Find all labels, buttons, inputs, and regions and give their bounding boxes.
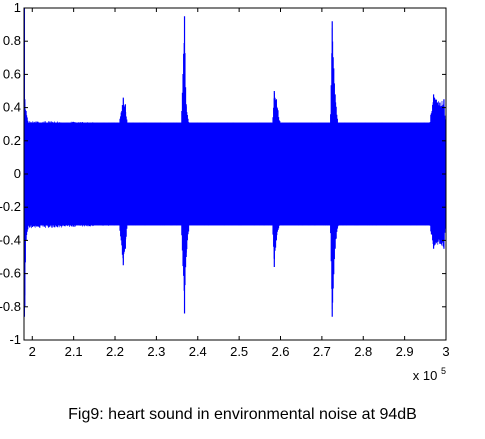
y-tick-label-7: 0.4 xyxy=(3,100,21,115)
figure-caption: Fig9: heart sound in environmental noise… xyxy=(68,406,417,423)
x-multiplier-exponent: 5 xyxy=(441,366,446,376)
plot-area xyxy=(23,8,446,317)
x-tick-label-0: 2 xyxy=(29,344,36,359)
x-tick-label-3: 2.3 xyxy=(147,344,165,359)
x-tick-label-6: 2.6 xyxy=(271,344,289,359)
x-multiplier-base: x 10 xyxy=(413,368,438,383)
y-tick-label-0: -1 xyxy=(9,332,21,347)
x-tick-label-9: 2.9 xyxy=(396,344,414,359)
tick-layer: 2 2.1 2.2 2.3 2.4 2.5 2.6 2.7 2.8 2.9 3 -1 -0.8 -0.6 -… xyxy=(0,0,450,359)
y-tick-label-8: 0.6 xyxy=(3,66,21,81)
x-multiplier-label: x 10 5 xyxy=(413,366,446,383)
x-tick-label-10: 3 xyxy=(442,344,449,359)
y-tick-label-4: -0.2 xyxy=(0,199,21,214)
y-tick-label-10: 1 xyxy=(14,0,21,15)
x-tick-label-1: 2.1 xyxy=(65,344,83,359)
y-tick-label-2: -0.6 xyxy=(0,266,21,281)
x-tick-label-4: 2.4 xyxy=(189,344,207,359)
x-tick-label-2: 2.2 xyxy=(106,344,124,359)
y-tick-label-6: 0.2 xyxy=(3,133,21,148)
x-tick-label-5: 2.5 xyxy=(230,344,248,359)
y-tick-label-9: 0.8 xyxy=(3,33,21,48)
y-tick-label-3: -0.4 xyxy=(0,232,21,247)
x-tick-label-8: 2.8 xyxy=(354,344,372,359)
x-tick-label-7: 2.7 xyxy=(313,344,331,359)
y-tick-label-1: -0.8 xyxy=(0,299,21,314)
y-tick-label-5: 0 xyxy=(14,166,21,181)
